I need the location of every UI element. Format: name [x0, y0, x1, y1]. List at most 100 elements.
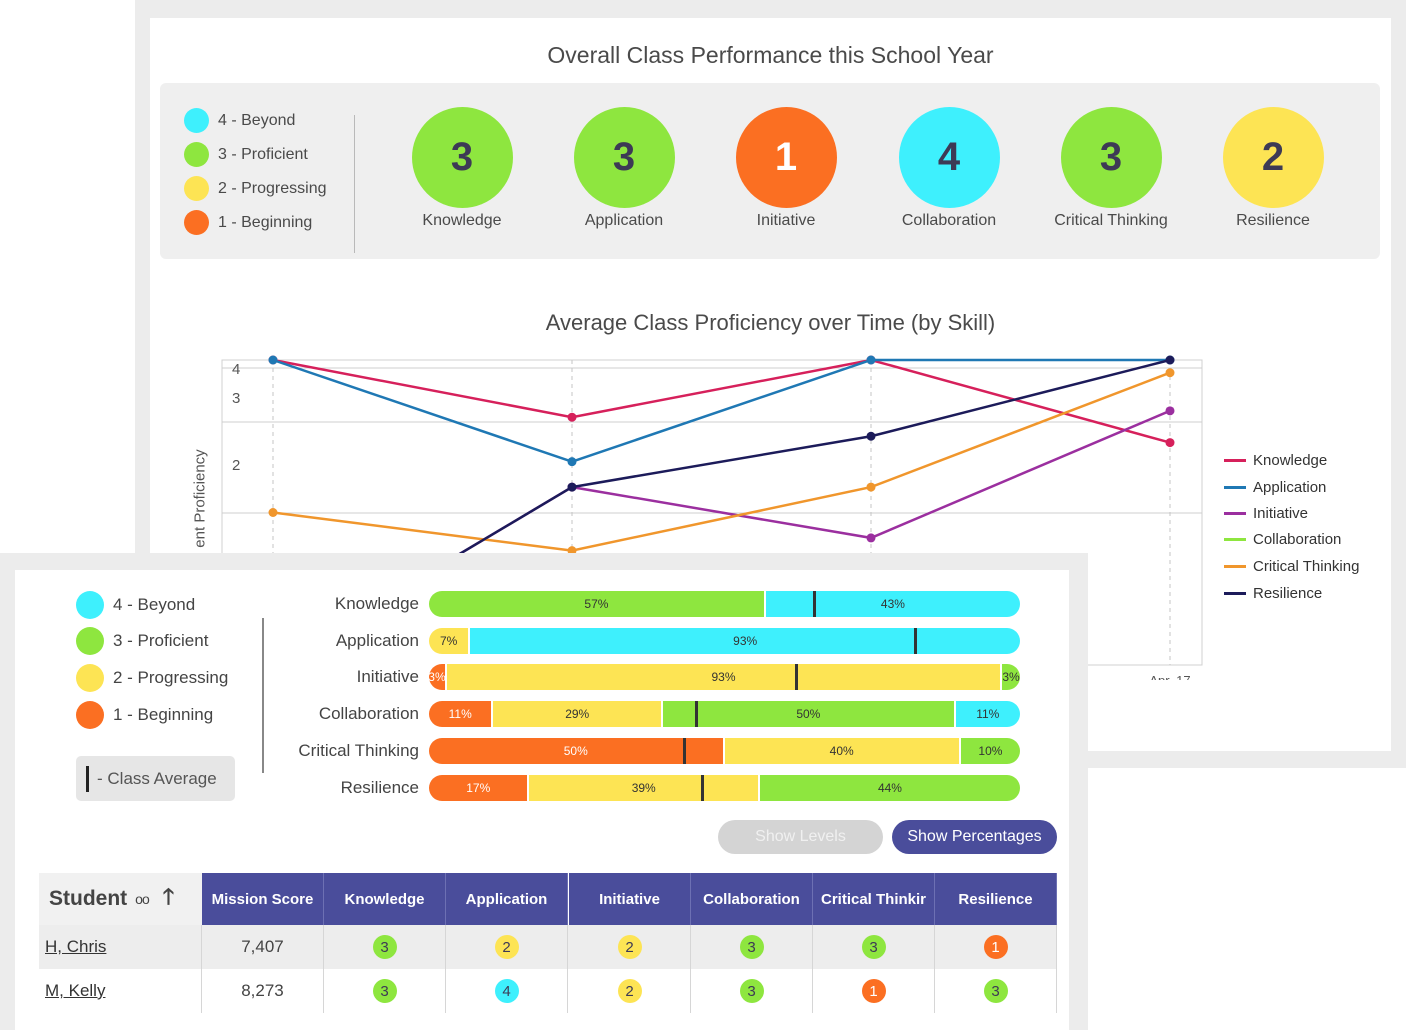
series-line-critical-thinking: [272, 371, 1171, 552]
column-header[interactable]: Initiative: [569, 873, 691, 925]
data-point[interactable]: [1165, 438, 1175, 448]
data-point[interactable]: [567, 546, 577, 556]
score-cell: 3: [691, 925, 813, 969]
skill-collaboration: 4 Collaboration: [864, 107, 1034, 230]
score-cell: 2: [569, 925, 691, 969]
class-average-marker: [913, 628, 917, 654]
data-point[interactable]: [866, 482, 876, 492]
score-badge: 2: [617, 979, 642, 1003]
line-swatch-icon: [1224, 592, 1246, 595]
data-point[interactable]: [866, 355, 876, 365]
score-badge: 1: [861, 979, 886, 1003]
legend-knowledge: Knowledge: [1224, 452, 1327, 469]
legend-resilience: Resilience: [1224, 585, 1322, 602]
bar-segment: 29%: [493, 701, 664, 727]
bar-segment: 50%: [429, 738, 725, 764]
sort-arrow-icon[interactable]: 🡑: [162, 884, 175, 909]
column-header[interactable]: Knowledge: [324, 873, 446, 925]
skill-label: Resilience: [1236, 212, 1310, 229]
show-levels-button[interactable]: Show Levels: [718, 820, 883, 854]
beginning-dot-icon: [76, 701, 104, 729]
legend-label: Collaboration: [1253, 531, 1342, 548]
data-point[interactable]: [567, 457, 577, 467]
student-column-header[interactable]: Student oo 🡑: [39, 873, 202, 925]
score-badge: 1: [983, 935, 1008, 959]
bar-label: Knowledge: [334, 594, 419, 613]
legend-collaboration: Collaboration: [1224, 531, 1341, 548]
bar-label: Resilience: [340, 778, 419, 797]
table-row: M, Kelly 8,273 3 4 2 3 1 3: [39, 969, 1057, 1013]
legend-initiative: Initiative: [1224, 505, 1308, 522]
legend-divider: [262, 618, 264, 773]
legend-label: 1 - Beginning: [218, 213, 313, 231]
column-header[interactable]: Critical Thinkir: [813, 873, 935, 925]
legend-item-proficient: 3 - Proficient: [184, 142, 308, 167]
bar-segment: 39%: [529, 775, 760, 801]
distribution-bar-application[interactable]: 7% 93%: [429, 628, 1020, 654]
data-point[interactable]: [1165, 368, 1175, 378]
legend-label: Initiative: [1253, 505, 1309, 522]
student-name-link[interactable]: H, Chris: [39, 925, 202, 969]
progressing-dot-icon: [76, 664, 104, 692]
score-badge: 4: [494, 979, 519, 1003]
legend-label: 3 - Proficient: [113, 631, 209, 650]
distribution-bar-initiative[interactable]: 3% 93% 3%: [429, 664, 1020, 690]
table-row: H, Chris 7,407 3 2 2 3 3 1: [39, 925, 1057, 969]
column-header[interactable]: Application: [446, 873, 568, 925]
score-badge: 3: [983, 979, 1008, 1003]
data-point[interactable]: [268, 508, 278, 517]
bar-label: Critical Thinking: [298, 741, 419, 760]
glasses-icon[interactable]: oo: [135, 891, 150, 907]
class-average-marker: [694, 701, 698, 727]
score-circle: 3: [1060, 107, 1162, 208]
score-badge: 3: [861, 935, 886, 959]
line-chart-title: Average Class Proficiency over Time (by …: [545, 310, 996, 335]
legend-label: Resilience: [1253, 585, 1323, 602]
student-name-link[interactable]: M, Kelly: [39, 969, 202, 1013]
data-point[interactable]: [567, 482, 577, 492]
score-cell: 4: [446, 969, 568, 1013]
score-cell: 1: [813, 969, 935, 1013]
distribution-bar-critical-thinking[interactable]: 50% 40% 10%: [429, 738, 1020, 764]
column-header[interactable]: Collaboration: [691, 873, 813, 925]
series-line-application: [272, 358, 1170, 463]
show-percentages-button[interactable]: Show Percentages: [892, 820, 1057, 854]
score-cell: 2: [569, 969, 691, 1013]
bar-label: Initiative: [356, 667, 419, 686]
score-badge: 3: [372, 935, 397, 959]
bar-label: Application: [335, 631, 419, 650]
distribution-bar-collaboration[interactable]: 11% 29% 50% 11%: [429, 701, 1020, 727]
distribution-bar-knowledge[interactable]: 57% 43%: [429, 591, 1020, 617]
data-point[interactable]: [268, 355, 278, 365]
score-cell: 2: [446, 925, 568, 969]
line-chart: 4 3 2 Apr. 17: [221, 355, 1203, 680]
bar-segment: 7%: [429, 628, 471, 654]
legend-label: 2 - Progressing: [113, 668, 229, 687]
skill-label: Application: [584, 212, 664, 229]
legend-item-progressing: 2 - Progressing: [76, 664, 228, 692]
legend-label: 2 - Progressing: [218, 179, 327, 197]
skill-critical-thinking: 3 Critical Thinking: [1026, 107, 1196, 230]
skill-label: Critical Thinking: [1054, 212, 1168, 229]
legend-item-beginning: 1 - Beginning: [76, 701, 213, 729]
class-average-marker: [795, 664, 799, 690]
data-point[interactable]: [1165, 406, 1175, 416]
class-average-key: - Class Average: [76, 756, 235, 801]
score-circle: 4: [898, 107, 1000, 208]
skill-resilience: 2 Resilience: [1188, 107, 1358, 230]
column-header[interactable]: Mission Score: [202, 873, 324, 925]
data-point[interactable]: [866, 431, 876, 441]
data-point[interactable]: [1165, 355, 1175, 365]
line-swatch-icon: [1224, 459, 1246, 462]
distribution-bar-resilience[interactable]: 17% 39% 44%: [429, 775, 1020, 801]
legend-divider: [354, 115, 355, 253]
data-point[interactable]: [567, 412, 577, 422]
legend-label: Application: [1253, 479, 1327, 496]
bar-segment: 93%: [470, 628, 1020, 654]
column-header[interactable]: Resilience: [935, 873, 1057, 925]
legend-item-beyond: 4 - Beyond: [76, 591, 195, 619]
data-point[interactable]: [866, 533, 876, 543]
beginning-dot-icon: [184, 210, 209, 235]
bar-segment: 3%: [429, 664, 447, 690]
legend-label: Knowledge: [1253, 452, 1328, 469]
